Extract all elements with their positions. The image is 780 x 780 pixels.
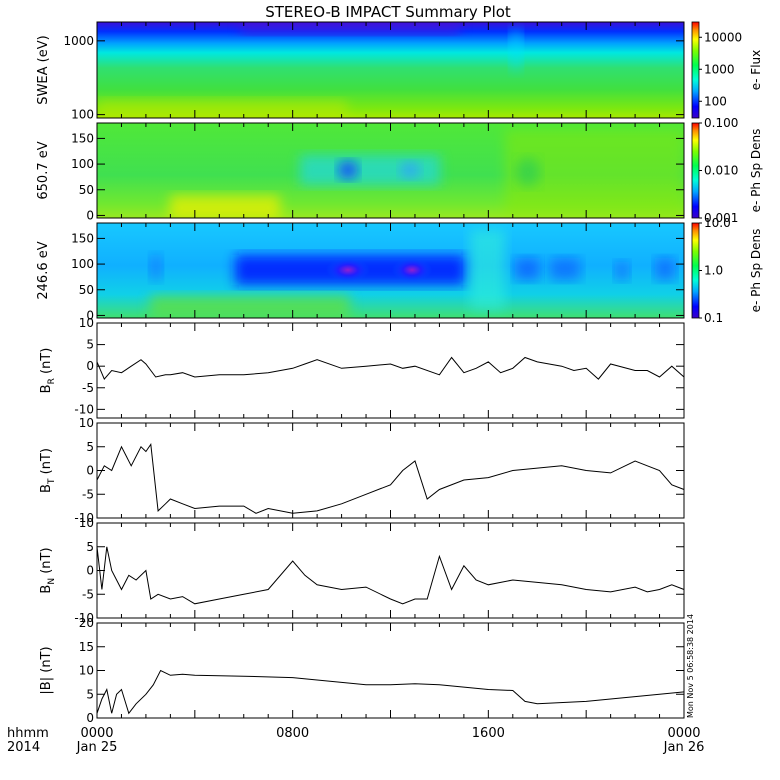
y-tick-label: 150 — [71, 131, 94, 145]
y-tick-label: 5 — [86, 338, 94, 352]
series-line-6 — [96, 546, 685, 605]
time-tick-label: 0000 — [667, 726, 700, 741]
panel-pad-650 — [96, 122, 685, 219]
colorbar-tick-label: 0.001 — [704, 211, 738, 225]
colorbar-tick-label: 100 — [704, 94, 727, 108]
y-axis-label: 246.6 eV — [36, 241, 51, 299]
panel-1-axes: 100 1000 SWEA (eV) 100 1000 10000 e- Flux — [36, 21, 763, 122]
colorbar-1 — [691, 21, 700, 119]
y-tick-label: -10 — [74, 511, 94, 525]
y-tick-label: 150 — [71, 231, 94, 245]
y-tick-label: 15 — [79, 640, 94, 654]
y-tick-label: 10 — [79, 664, 94, 678]
y-tick-label: -5 — [82, 487, 94, 501]
pad-246-spectrogram — [97, 223, 684, 318]
panel-7-axes: 0 5 10 15 20 |B| (nT) — [39, 616, 685, 725]
y-tick-label: 0 — [86, 564, 94, 578]
y-tick-label: 1000 — [63, 34, 94, 48]
colorbar-tick-label: 10000 — [704, 30, 742, 44]
panel-5-axes: -10 -5 0 5 10 BT (nT) — [39, 416, 685, 525]
pad-650-spectrogram — [97, 123, 684, 218]
y-tick-label: 50 — [79, 283, 94, 297]
y-tick-label: -10 — [74, 402, 94, 416]
colorbar-label: e- Ph Sp Dens — [749, 229, 763, 313]
y-tick-label: -5 — [82, 381, 94, 395]
series-line-4 — [96, 356, 685, 381]
y-tick-label: 100 — [71, 257, 94, 271]
y-tick-label: 5 — [86, 540, 94, 554]
y-tick-label: 20 — [79, 616, 94, 630]
y-tick-label: 5 — [86, 440, 94, 454]
panel-2-axes: 0 50 100 150 650.7 eV 0.001 0.010 0.100 e- Ph Sp… — [36, 116, 763, 225]
colorbar-tick-label: 10.0 — [704, 216, 731, 230]
y-axis-label: BN (nT) — [39, 547, 57, 593]
time-tick-label: 0000 — [80, 726, 113, 741]
y-tick-label: 100 — [71, 108, 94, 122]
colorbar-3 — [691, 222, 700, 319]
y-axis-label: BR (nT) — [39, 348, 57, 394]
panel-3-axes: 0 50 100 150 246.6 eV 0.1 1.0 10.0 e- Ph Sp Dens — [36, 216, 763, 325]
y-tick-label: 0 — [86, 359, 94, 373]
footer-timestamp: Mon Nov 5 06:58:38 2014 — [686, 614, 695, 718]
plot-title: STEREO-B IMPACT Summary Plot — [265, 3, 511, 21]
y-axis-label: 650.7 eV — [36, 141, 51, 199]
time-tick-label: 1600 — [472, 726, 505, 741]
y-tick-label: 0 — [86, 464, 94, 478]
date-tick-label: Jan 25 — [76, 740, 118, 755]
panel-5-frame — [96, 422, 685, 519]
y-axis-label: |B| (nT) — [39, 646, 54, 694]
date-tick-label: Jan 26 — [663, 740, 705, 755]
y-tick-label: 100 — [71, 157, 94, 171]
y-tick-label: 10 — [79, 316, 94, 330]
colorbar-tick-label: 0.010 — [704, 164, 738, 178]
colorbar-tick-label: 1000 — [704, 62, 735, 76]
y-tick-label: 50 — [79, 183, 94, 197]
time-axis-row2-prefix: 2014 — [7, 740, 40, 755]
panel-4-axes: -10 -5 0 5 10 BR (nT) — [39, 316, 685, 419]
y-tick-label: 10 — [79, 416, 94, 430]
panel-4-frame — [96, 322, 685, 419]
colorbar-2 — [691, 122, 700, 219]
colorbar-label: e- Flux — [749, 50, 763, 90]
y-tick-label: 0 — [86, 208, 94, 222]
y-tick-label: 0 — [86, 711, 94, 725]
panel-7-frame — [96, 622, 685, 719]
panel-6-axes: -10 -5 0 5 10 BN (nT) — [39, 516, 685, 625]
panel-swea — [96, 21, 685, 119]
y-tick-label: -5 — [82, 587, 94, 601]
y-axis-label: BT (nT) — [39, 448, 57, 493]
time-axis-row1-prefix: hhmm — [7, 726, 49, 741]
y-axis-label: SWEA (eV) — [36, 35, 51, 104]
colorbar-tick-label: 0.1 — [704, 311, 723, 325]
y-tick-label: 5 — [86, 687, 94, 701]
series-line-7 — [96, 669, 685, 715]
colorbar-label: e- Ph Sp Dens — [749, 129, 763, 213]
y-tick-label: 0 — [86, 308, 94, 322]
panel-6-frame — [96, 522, 685, 619]
swea-spectrogram — [97, 22, 684, 118]
y-tick-label: -10 — [74, 611, 94, 625]
series-line-5 — [96, 443, 685, 514]
panel-pad-246 — [96, 222, 685, 319]
colorbar-tick-label: 0.100 — [704, 116, 738, 130]
colorbar-tick-label: 1.0 — [704, 264, 723, 278]
y-tick-label: 10 — [79, 516, 94, 530]
time-tick-label: 0800 — [276, 726, 309, 741]
